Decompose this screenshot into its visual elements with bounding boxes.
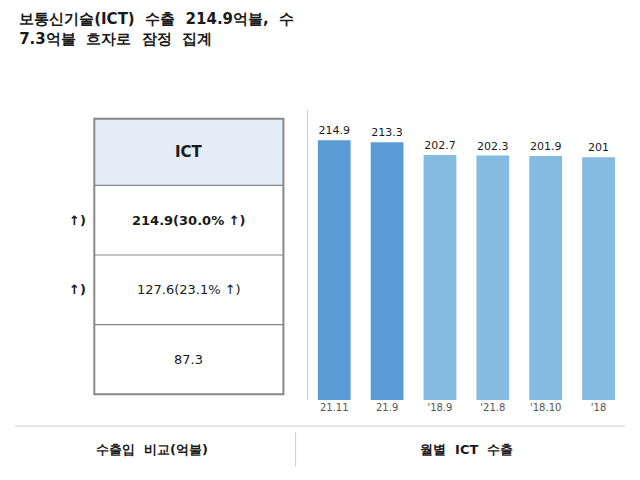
svg-text:보통신기술(ICT) 수출 214.9억불, 수7.3: 보통신기술(ICT) 수출 214.9억불, 수7.3억불 흐자로 잠정 집계 [19, 10, 294, 48]
svg-text:'18.10: '18.10 [530, 402, 561, 413]
svg-text:21.11: 21.11 [320, 402, 349, 413]
svg-text:'21.8: '21.8 [480, 402, 505, 413]
svg-text:ICT: ICT [175, 143, 203, 161]
svg-text:21.9: 21.9 [376, 402, 398, 413]
svg-text:월별 ICT 수출: 월별 ICT 수출 [420, 442, 513, 457]
svg-text:201.9: 201.9 [530, 140, 562, 153]
svg-text:↑): ↑) [69, 213, 86, 228]
svg-text:213.3: 213.3 [371, 126, 403, 139]
svg-text:87.3: 87.3 [174, 352, 203, 367]
svg-text:127.6(23.1% ↑): 127.6(23.1% ↑) [137, 282, 241, 297]
svg-text:↑): ↑) [69, 282, 86, 297]
svg-text:214.9: 214.9 [318, 124, 350, 137]
svg-text:'18.9: '18.9 [427, 402, 452, 413]
svg-text:'18: '18 [591, 402, 606, 413]
svg-text:214.9(30.0% ↑): 214.9(30.0% ↑) [132, 213, 246, 228]
svg-text:202.7: 202.7 [424, 139, 456, 152]
svg-text:201: 201 [588, 141, 609, 154]
svg-text:수출입 비교(억불): 수출입 비교(억불) [96, 442, 208, 457]
svg-text:202.3: 202.3 [477, 140, 509, 153]
